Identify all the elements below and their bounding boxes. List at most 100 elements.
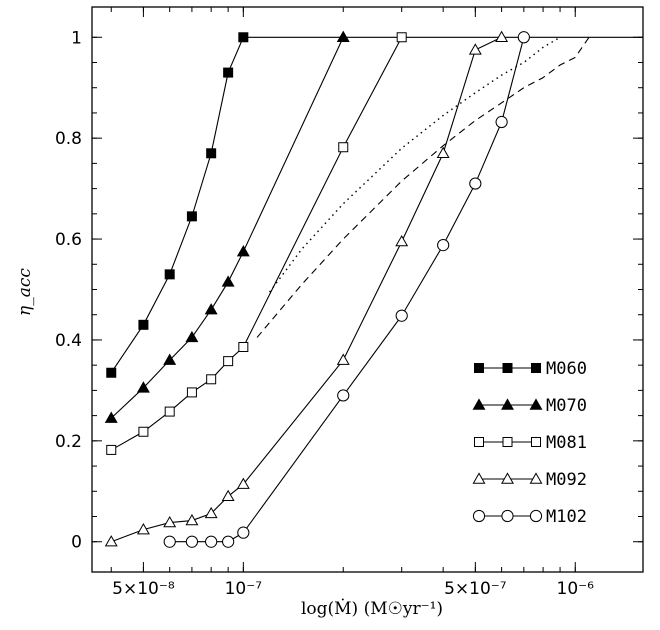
ticks-layer: 0 0.2 0.4 0.6 0.8 1 5×10⁻⁸ 10⁻⁷ 5×10⁻⁷ 10⁻⁶: [55, 7, 643, 599]
series-line: [169, 37, 525, 543]
data-point-open-square: [164, 406, 175, 417]
series-line: [269, 36, 561, 293]
data-point-open-triangle: [136, 523, 150, 535]
data-point-filled-triangle: [104, 411, 118, 423]
data-point-filled-triangle: [529, 398, 543, 410]
series-line: [256, 36, 590, 338]
x-tick-label: 10⁻⁶: [557, 579, 595, 599]
y-axis-title: η_acc: [15, 268, 35, 316]
data-point-open-square: [206, 374, 217, 385]
data-point-open-square: [531, 437, 541, 447]
data-point-filled-triangle: [336, 30, 350, 42]
x-tick-label: 5×10⁻⁷: [444, 579, 507, 599]
data-point-open-triangle: [163, 515, 177, 528]
data-point-open-circle: [437, 239, 450, 252]
data-point-open-triangle: [468, 43, 482, 55]
data-point-open-triangle: [501, 472, 514, 484]
data-point-filled-square: [223, 67, 234, 78]
data-point-filled-triangle: [472, 398, 486, 410]
y-tick-label: 0.4: [55, 331, 82, 351]
data-point-open-square: [502, 437, 513, 447]
data-point-open-triangle: [204, 506, 218, 519]
x-tick-label: 10⁻⁷: [225, 579, 263, 599]
data-point-open-square: [186, 387, 197, 398]
data-point-open-circle: [205, 535, 218, 548]
data-point-open-circle: [472, 509, 486, 523]
legend-label: M060: [546, 359, 587, 379]
x-axis-title: log(Ṁ) (M☉yr⁻¹): [301, 598, 443, 619]
data-point-filled-triangle: [501, 398, 514, 410]
data-point-open-square: [396, 32, 407, 43]
data-point-filled-triangle: [136, 381, 150, 393]
data-point-filled-square: [164, 269, 175, 280]
y-tick-label: 0: [71, 533, 82, 553]
series-line: [110, 36, 643, 374]
data-point-open-circle: [501, 509, 514, 523]
data-point-open-triangle: [221, 489, 235, 502]
series-m070: [104, 30, 350, 423]
legend-item-m060: M060: [474, 359, 587, 379]
legend-label: M092: [546, 470, 587, 490]
series-line: [111, 36, 502, 543]
data-point-open-triangle: [185, 513, 199, 526]
series-dotted-curve: [269, 36, 561, 293]
x-tick-label: 5×10⁻⁸: [112, 579, 175, 599]
series-m102: [163, 31, 530, 548]
data-point-filled-triangle: [221, 275, 235, 287]
data-point-open-circle: [163, 535, 176, 548]
data-point-open-triangle: [529, 472, 543, 484]
data-point-open-triangle: [495, 30, 509, 42]
data-point-open-triangle: [236, 477, 250, 489]
data-point-open-circle: [395, 309, 408, 322]
data-point-filled-triangle: [185, 330, 199, 343]
data-point-open-square: [223, 356, 234, 367]
data-point-open-triangle: [472, 472, 486, 484]
data-point-filled-square: [531, 363, 541, 373]
data-point-open-square: [238, 342, 249, 353]
y-tick-label: 1: [71, 28, 82, 48]
legend-item-m092: M092: [472, 470, 587, 490]
series-layer: [104, 30, 643, 548]
data-point-open-square: [106, 444, 117, 455]
data-point-open-circle: [529, 509, 543, 523]
data-point-open-circle: [495, 115, 508, 129]
data-point-open-triangle: [336, 353, 350, 365]
y-tick-label: 0.8: [55, 129, 82, 149]
data-point-filled-square: [206, 148, 217, 159]
data-point-filled-triangle: [236, 245, 250, 257]
data-point-open-circle: [337, 389, 350, 402]
data-point-filled-square: [186, 211, 197, 222]
series-m060: [106, 32, 643, 378]
data-point-open-square: [138, 426, 149, 437]
y-tick-label: 0.6: [55, 230, 82, 250]
series-dashed-curve: [256, 36, 590, 338]
y-tick-label: 0.2: [55, 432, 82, 452]
data-point-open-circle: [517, 31, 530, 44]
series-line: [110, 37, 403, 451]
data-point-open-circle: [237, 526, 250, 539]
series-line: [110, 37, 344, 419]
data-point-filled-triangle: [163, 353, 177, 365]
data-point-open-square: [474, 437, 484, 447]
data-point-open-triangle: [395, 234, 409, 247]
legend: M060 M070 M081 M092 M102: [472, 359, 587, 527]
data-point-filled-square: [238, 32, 249, 43]
legend-item-m070: M070: [472, 396, 587, 416]
legend-label: M102: [546, 507, 587, 527]
data-point-open-circle: [222, 535, 235, 548]
data-point-filled-square: [502, 363, 513, 373]
legend-item-m081: M081: [474, 433, 587, 453]
legend-label: M081: [546, 433, 587, 453]
series-m092: [104, 30, 509, 547]
legend-item-m102: M102: [472, 507, 587, 527]
data-point-filled-square: [474, 363, 484, 373]
data-point-filled-triangle: [204, 303, 218, 315]
series-m081: [106, 32, 407, 455]
data-point-open-triangle: [436, 146, 450, 158]
data-point-open-circle: [469, 177, 482, 190]
data-point-open-triangle: [104, 535, 118, 547]
data-point-open-circle: [185, 535, 199, 548]
data-point-open-square: [338, 142, 349, 153]
data-point-filled-square: [106, 367, 117, 378]
